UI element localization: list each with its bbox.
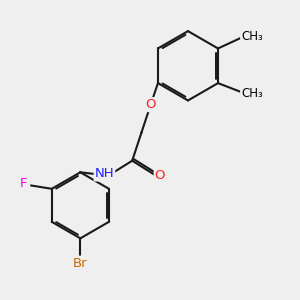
Text: F: F: [20, 177, 27, 190]
Text: O: O: [155, 169, 165, 182]
Text: CH₃: CH₃: [241, 86, 263, 100]
Text: Br: Br: [73, 256, 88, 270]
Text: CH₃: CH₃: [241, 30, 263, 44]
Text: NH: NH: [94, 167, 114, 180]
Text: O: O: [146, 98, 156, 111]
